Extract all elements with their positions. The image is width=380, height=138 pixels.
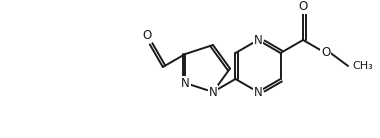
Text: O: O xyxy=(321,47,330,59)
Text: CH₃: CH₃ xyxy=(352,61,373,71)
Text: O: O xyxy=(298,0,308,13)
Text: N: N xyxy=(253,34,262,47)
Text: N: N xyxy=(209,86,217,99)
Text: N: N xyxy=(181,77,190,90)
Text: N: N xyxy=(253,86,262,99)
Text: O: O xyxy=(142,30,152,43)
